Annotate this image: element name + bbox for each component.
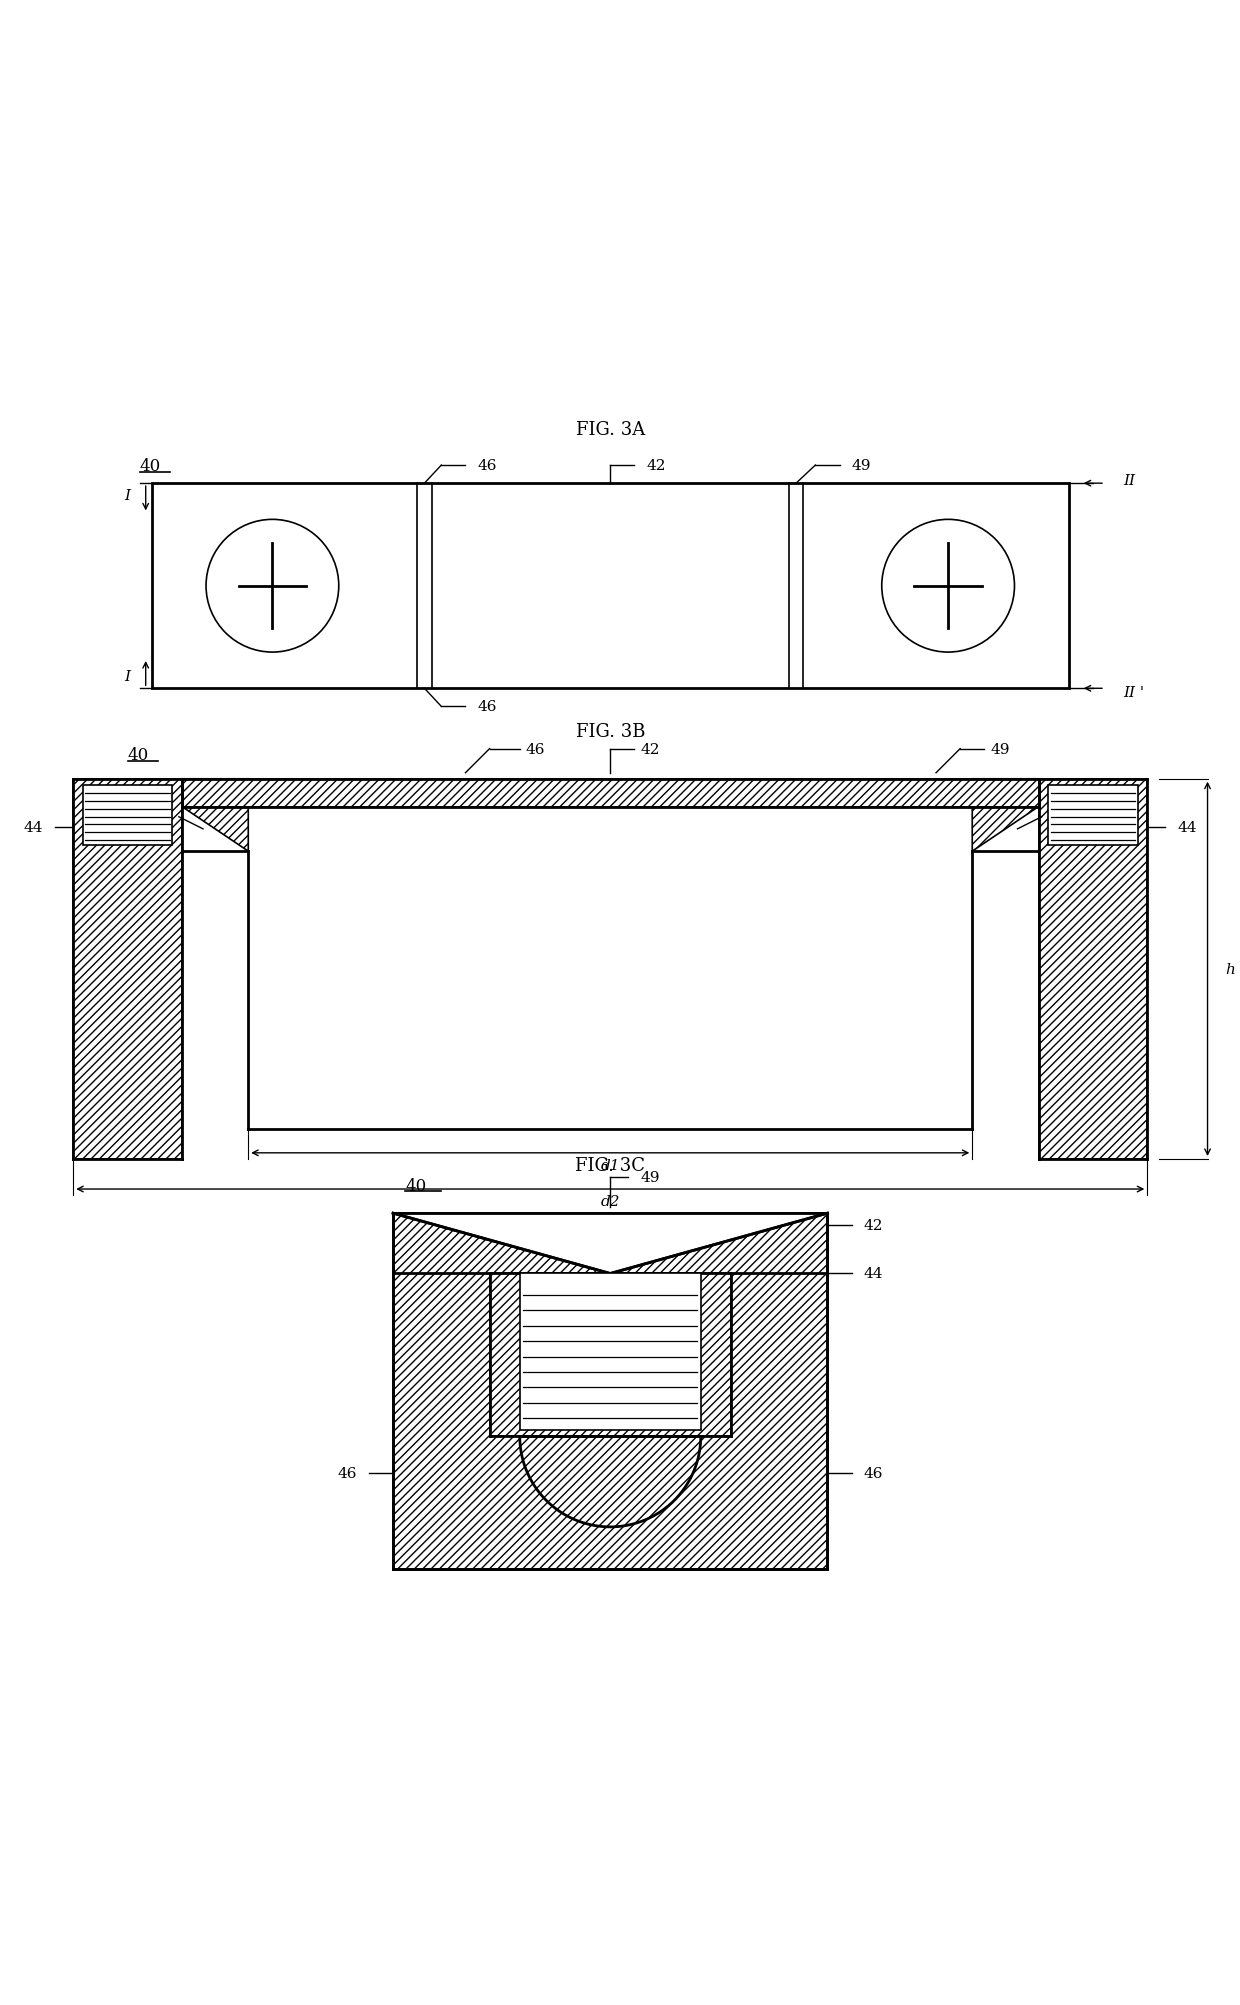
Text: II ': II ' bbox=[1123, 686, 1145, 700]
Text: 45: 45 bbox=[1054, 810, 1073, 824]
Text: 46: 46 bbox=[477, 459, 497, 473]
Circle shape bbox=[206, 519, 339, 654]
Text: 49: 49 bbox=[640, 1171, 660, 1185]
Text: 40: 40 bbox=[405, 1177, 427, 1195]
Bar bbox=[83, 786, 172, 846]
Bar bbox=[520, 1273, 701, 1432]
Bar bbox=[182, 780, 1039, 808]
Text: FIG. 3C: FIG. 3C bbox=[575, 1157, 645, 1175]
Text: 49: 49 bbox=[852, 459, 870, 473]
Text: 40: 40 bbox=[140, 457, 161, 475]
Polygon shape bbox=[393, 1213, 827, 1273]
Text: 46: 46 bbox=[526, 742, 546, 756]
Polygon shape bbox=[972, 780, 1039, 852]
Text: h: h bbox=[1225, 962, 1235, 976]
Circle shape bbox=[882, 519, 1014, 654]
Text: 44: 44 bbox=[863, 1267, 883, 1281]
Text: I: I bbox=[124, 489, 130, 503]
Polygon shape bbox=[182, 780, 248, 852]
Text: 49: 49 bbox=[991, 742, 1009, 756]
Text: d2: d2 bbox=[600, 1195, 620, 1209]
Text: 42: 42 bbox=[640, 742, 660, 756]
Bar bbox=[1048, 786, 1137, 846]
Text: 44: 44 bbox=[24, 820, 43, 834]
Bar bbox=[151, 483, 1069, 690]
Text: 40: 40 bbox=[128, 746, 149, 764]
Bar bbox=[490, 1273, 730, 1438]
Text: 45: 45 bbox=[135, 810, 155, 824]
Text: 44: 44 bbox=[1177, 820, 1197, 834]
Text: 46: 46 bbox=[337, 1466, 357, 1480]
Text: I: I bbox=[124, 670, 130, 684]
Text: FIG. 3A: FIG. 3A bbox=[575, 421, 645, 439]
Text: 46: 46 bbox=[863, 1466, 883, 1480]
Bar bbox=[1039, 780, 1147, 1159]
Text: d1: d1 bbox=[600, 1159, 620, 1173]
Text: 42: 42 bbox=[646, 459, 666, 473]
Bar bbox=[393, 1213, 827, 1570]
Text: 42: 42 bbox=[863, 1219, 883, 1233]
Text: 46: 46 bbox=[477, 700, 497, 714]
Text: FIG. 3B: FIG. 3B bbox=[575, 722, 645, 740]
Bar bbox=[73, 780, 182, 1159]
Text: II: II bbox=[1123, 473, 1135, 487]
